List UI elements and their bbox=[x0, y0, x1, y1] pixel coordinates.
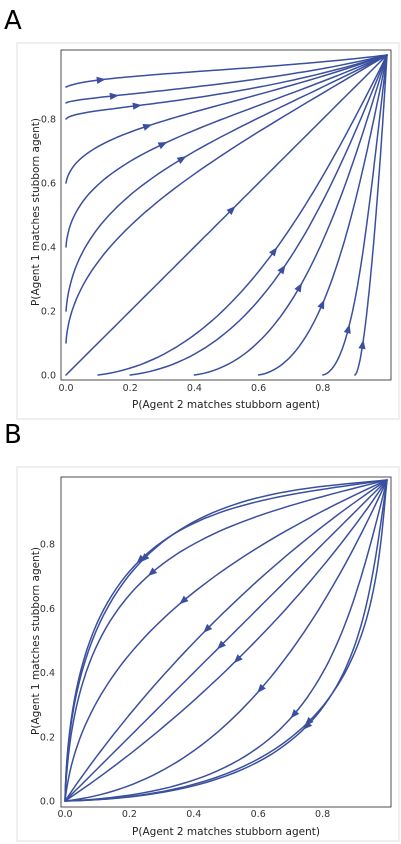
direction-arrow bbox=[142, 123, 153, 131]
y-tick-label: 0.4 bbox=[40, 668, 55, 679]
streamline bbox=[64, 479, 388, 802]
direction-arrow bbox=[290, 709, 300, 719]
direction-arrow bbox=[226, 206, 236, 215]
y-tick-label: 0.6 bbox=[40, 604, 55, 615]
panel-b-y-axis-label: P(Agent 1 matches stubborn agent) bbox=[30, 547, 42, 735]
panel-b: B 0.0 0.2 0.4 0.6 0.8 0.0 0.2 0.4 0.6 0.8 P(Agent… bbox=[4, 420, 400, 842]
x-tick-label: 0.8 bbox=[315, 383, 330, 394]
direction-arrow bbox=[257, 683, 266, 693]
y-tick-label: 0.2 bbox=[41, 307, 56, 318]
direction-arrow bbox=[203, 623, 213, 633]
streamline bbox=[354, 54, 388, 376]
streamline bbox=[193, 54, 388, 376]
direction-arrow bbox=[179, 595, 189, 605]
direction-arrow bbox=[176, 156, 187, 164]
streamline bbox=[65, 54, 388, 248]
streamline bbox=[64, 479, 388, 802]
panel-a-outer-frame bbox=[16, 42, 400, 420]
direction-arrow bbox=[343, 324, 351, 334]
y-tick-label: 0.6 bbox=[41, 179, 56, 190]
panel-a-ticks: 0.0 0.2 0.4 0.6 0.8 0.0 0.2 0.4 0.6 0.8 bbox=[41, 115, 330, 395]
streamline bbox=[64, 479, 388, 802]
streamline bbox=[322, 54, 388, 376]
streamline bbox=[65, 54, 388, 184]
direction-arrow bbox=[317, 299, 325, 310]
panel-a-x-axis-label: P(Agent 2 matches stubborn agent) bbox=[132, 399, 320, 411]
y-tick-label: 0.2 bbox=[40, 732, 55, 743]
panel-a-streamlines bbox=[65, 54, 388, 376]
direction-arrow bbox=[147, 567, 158, 577]
direction-arrow bbox=[304, 716, 314, 726]
direction-arrow bbox=[136, 554, 146, 564]
panel-b-axes-frame bbox=[60, 476, 392, 808]
direction-arrow bbox=[217, 640, 226, 650]
panel-a-label: A bbox=[4, 6, 22, 36]
x-tick-label: 0.0 bbox=[58, 383, 73, 394]
panel-b-outer-frame bbox=[16, 466, 400, 842]
y-tick-label: 0.0 bbox=[40, 797, 55, 808]
direction-arrow bbox=[303, 720, 313, 730]
streamline bbox=[65, 54, 388, 104]
x-tick-label: 0.0 bbox=[57, 809, 72, 820]
streamline bbox=[64, 479, 388, 802]
direction-arrow bbox=[294, 282, 302, 293]
streamline bbox=[64, 479, 388, 802]
x-tick-label: 0.8 bbox=[315, 809, 330, 820]
panel-a-axes-frame bbox=[60, 49, 392, 381]
streamline bbox=[257, 54, 388, 376]
streamline bbox=[65, 54, 388, 376]
y-tick-label: 0.0 bbox=[41, 371, 56, 382]
x-tick-label: 0.4 bbox=[187, 383, 202, 394]
x-tick-label: 0.2 bbox=[122, 809, 137, 820]
direction-arrow bbox=[277, 264, 286, 275]
x-tick-label: 0.4 bbox=[186, 809, 201, 820]
direction-arrow bbox=[157, 141, 168, 150]
y-tick-label: 0.4 bbox=[41, 243, 56, 254]
streamline bbox=[97, 54, 388, 376]
x-tick-label: 0.6 bbox=[251, 383, 266, 394]
panel-b-label: B bbox=[4, 420, 22, 450]
y-tick-label: 0.8 bbox=[41, 115, 56, 126]
panel-b-ticks: 0.0 0.2 0.4 0.6 0.8 0.0 0.2 0.4 0.6 0.8 bbox=[40, 540, 330, 820]
direction-arrow bbox=[109, 92, 119, 100]
direction-arrow bbox=[233, 654, 243, 664]
streamline bbox=[65, 54, 388, 344]
direction-arrow bbox=[96, 76, 106, 84]
streamline bbox=[64, 479, 388, 802]
streamline bbox=[65, 54, 388, 120]
streamline bbox=[64, 479, 388, 802]
streamline bbox=[64, 479, 388, 802]
streamline bbox=[65, 54, 388, 312]
panel-a-y-axis-label: P(Agent 1 matches stubborn agent) bbox=[30, 118, 42, 306]
streamline bbox=[65, 54, 388, 88]
panel-b-streamlines bbox=[64, 479, 388, 802]
panel-b-x-axis-label: P(Agent 2 matches stubborn agent) bbox=[132, 826, 320, 838]
x-tick-label: 0.2 bbox=[123, 383, 138, 394]
streamline bbox=[64, 479, 388, 802]
panel-a: A 0.0 0.2 0.4 0.6 0.8 0.0 0.2 0.4 0.6 0.8 P(Agent… bbox=[4, 6, 400, 420]
x-tick-label: 0.6 bbox=[251, 809, 266, 820]
direction-arrow bbox=[132, 102, 142, 110]
y-tick-label: 0.8 bbox=[40, 540, 55, 551]
direction-arrow bbox=[358, 339, 366, 350]
direction-arrow bbox=[269, 247, 278, 257]
